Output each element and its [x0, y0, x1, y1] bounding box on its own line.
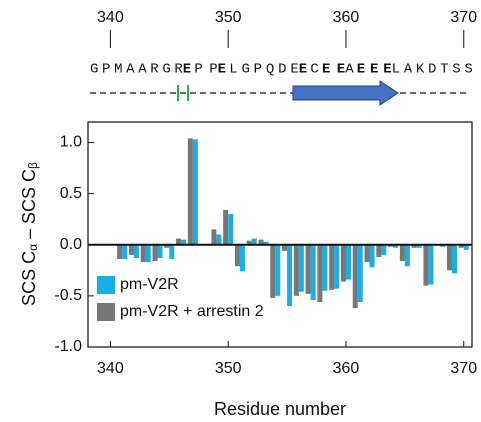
sequence-segment: GPMAARGR	[90, 62, 183, 78]
bar	[388, 244, 394, 247]
bar	[340, 244, 346, 282]
bar	[251, 238, 257, 245]
bar	[393, 244, 399, 248]
bar	[275, 244, 281, 296]
y-tick-label: -1.0	[54, 338, 82, 355]
bar	[239, 244, 245, 272]
sequence-segment: EEE	[357, 62, 392, 78]
bar	[117, 244, 123, 260]
bar	[399, 244, 405, 262]
bar	[334, 244, 340, 289]
bar	[140, 244, 146, 263]
bar	[164, 244, 170, 248]
bar	[270, 244, 276, 298]
sequence-segment: PP	[194, 62, 217, 78]
y-label-sub: α	[26, 244, 40, 251]
bar	[451, 244, 457, 274]
y-axis-label: SCS Cα – SCS Cβ	[19, 162, 40, 306]
bar	[258, 239, 264, 245]
beta-strand-arrow	[292, 80, 399, 106]
sequence-segment: LAKDTSS	[392, 62, 473, 78]
plot-frame	[87, 121, 473, 348]
legend-swatch	[97, 276, 115, 294]
bar	[345, 244, 351, 280]
bar	[228, 214, 234, 245]
bar	[181, 239, 187, 245]
bar	[187, 138, 193, 245]
bar	[357, 244, 363, 302]
bar	[133, 244, 139, 259]
bar	[169, 244, 175, 260]
y-label-part: – SCS C	[19, 169, 39, 244]
x-axis-label: Residue number	[214, 399, 346, 419]
y-tick-label: 1.0	[60, 134, 82, 151]
bar	[322, 244, 328, 291]
x-tick-label: 340	[97, 360, 124, 377]
bar	[287, 244, 293, 307]
y-tick-label: 0.5	[60, 185, 82, 202]
bar	[317, 244, 323, 302]
bar	[157, 244, 163, 259]
sequence-segment: E	[183, 62, 191, 78]
bar	[381, 244, 387, 255]
sequence-segment: A	[345, 62, 354, 78]
sequence-segment: C	[310, 62, 318, 78]
y-tick-label: -0.5	[54, 287, 82, 304]
bar	[404, 244, 410, 267]
bar	[122, 244, 128, 260]
bar	[282, 244, 288, 251]
bar	[376, 244, 382, 257]
y-label-sub: β	[26, 162, 40, 169]
bar	[369, 244, 375, 268]
x-tick-label: 360	[333, 360, 360, 377]
sequence-segment: E	[218, 62, 226, 78]
bar	[298, 244, 304, 292]
bar	[234, 244, 240, 267]
bar	[128, 244, 134, 255]
top-tick-label: 340	[97, 9, 124, 26]
bar	[246, 240, 252, 245]
bar	[310, 244, 316, 300]
bar	[440, 244, 446, 247]
bar	[423, 244, 429, 286]
bar	[152, 244, 158, 262]
legend-swatch	[97, 303, 115, 321]
top-tick-label: 370	[450, 9, 477, 26]
bar	[411, 244, 417, 248]
bar	[352, 244, 358, 309]
bar	[329, 244, 335, 290]
bar	[428, 244, 434, 285]
bar	[192, 139, 198, 245]
bar	[364, 244, 370, 263]
bar	[145, 244, 151, 263]
bar	[305, 244, 311, 294]
top-tick-label: 350	[215, 9, 242, 26]
bar	[223, 209, 229, 245]
bar	[416, 244, 422, 248]
top-tick-label: 360	[333, 9, 360, 26]
legend-label: pm-V2R	[120, 276, 179, 293]
x-tick-label: 350	[215, 360, 242, 377]
y-tick-label: 0.0	[60, 236, 82, 253]
x-tick-label: 370	[450, 360, 477, 377]
bar	[216, 234, 222, 245]
bar	[263, 241, 269, 245]
sequence-segment: EE	[322, 62, 345, 78]
sequence-segment: LGPQDE	[229, 62, 299, 78]
bar	[176, 238, 182, 245]
bar	[293, 244, 299, 296]
y-label-part: SCS C	[19, 251, 39, 306]
bar	[446, 244, 452, 271]
bar	[211, 229, 217, 245]
legend-label: pm-V2R + arrestin 2	[120, 303, 264, 320]
sequence-segment: E	[299, 62, 307, 78]
bar	[458, 244, 464, 248]
bar	[463, 244, 469, 250]
